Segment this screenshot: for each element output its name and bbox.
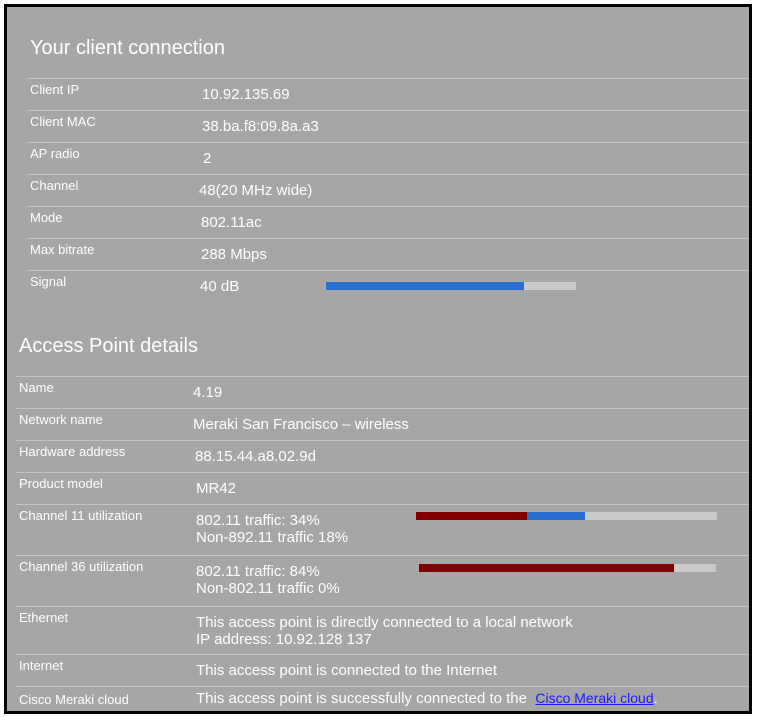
row-signal: Signal 40 dB [27,270,749,302]
non-wifi-traffic: Non-802.11 traffic 0% [196,580,340,597]
value: 10.92.135.69 [202,86,290,103]
ap-section-title: Access Point details [19,335,198,357]
row-network-name: Network name Meraki San Francisco – wirel… [16,408,749,440]
row-channel-11: Channel 11 utilization 802.11 traffic: 34… [16,504,749,555]
row-client-ip: Client IP 10.92.135.69 [27,78,749,110]
label: Mode [30,210,63,225]
label: Cisco Meraki cloud [19,692,129,707]
client-section-title: Your client connection [30,37,225,59]
label: Channel [30,178,79,193]
label: Client MAC [30,114,96,129]
client-table: Client IP 10.92.135.69 Client MAC 38.ba.f8… [27,78,749,302]
channel-11-bar [416,512,717,520]
value: 288 Mbps [201,246,267,263]
value: Meraki San Francisco – wireless [193,416,409,433]
label: Signal [30,274,67,289]
row-product-model: Product model MR42 [16,472,749,504]
value: This access point is connected to the In… [196,662,498,679]
row-channel-36: Channel 36 utilization 802.11 traffic: 84… [16,555,749,606]
channel-36-bar [419,564,716,572]
row-ethernet: Ethernet This access point is directly co… [16,606,749,654]
value: 802.11ac [201,214,262,231]
value: 88.15.44.a8.02.9d [195,448,316,465]
value: This access point is successfully connec… [196,690,658,707]
wifi-traffic: 802.11 traffic: 34% [196,512,320,529]
value: 40 dB [200,278,240,295]
label: AP radio [30,146,80,161]
row-hardware-address: Hardware address 88.15.44.a8.02.9d [16,440,749,472]
label: Internet [19,658,64,673]
value: 38.ba.f8:09.8a.a3 [202,118,319,135]
non-wifi-traffic: Non-892.11 traffic 18% [196,529,349,546]
row-name: Name 4.19 [16,376,749,408]
value: MR42 [196,480,237,497]
wifi-traffic: 802.11 traffic: 84% [196,563,320,580]
signal-bar-fill [326,282,524,290]
cloud-status: This access point is successfully connec… [196,690,527,707]
non-wifi-fill [527,512,585,520]
connection-panel: Your client connection Client IP 10.92.13… [4,4,752,714]
value: 4.19 [193,384,223,401]
value: 2 [203,150,212,167]
value: This access point is directly connected … [196,614,573,648]
label: Hardware address [19,444,126,459]
ethernet-status: This access point is directly connected … [196,614,573,631]
row-ap-radio: AP radio 2 [27,142,749,174]
signal-bar [326,282,576,290]
label: Channel 36 utilization [19,559,144,574]
value: 802.11 traffic: 84% Non-802.11 traffic 0% [196,563,340,597]
row-internet: Internet This access point is connected t… [16,654,749,686]
value: 48(20 MHz wide) [199,182,313,199]
label: Max bitrate [30,242,95,257]
meraki-cloud-link[interactable]: Cisco Meraki cloud [535,690,654,706]
ap-table: Name 4.19 Network name Meraki San Francisc… [16,376,749,711]
label: Name [19,380,54,395]
wifi-fill [416,512,528,520]
row-channel: Channel 48(20 MHz wide) [27,174,749,206]
label: Channel 11 utilization [19,508,143,523]
label: Ethernet [19,610,69,625]
label: Product model [19,476,103,491]
value: 802.11 traffic: 34% Non-892.11 traffic 18… [196,512,348,546]
row-client-mac: Client MAC 38.ba.f8:09.8a.a3 [27,110,749,142]
ip-address: IP address: 10.92.128 137 [196,631,372,648]
suffix: . [653,690,658,707]
row-max-bitrate: Max bitrate 288 Mbps [27,238,749,270]
row-meraki-cloud: Cisco Meraki cloud This access point is s… [16,686,749,711]
label: Client IP [30,82,80,97]
wifi-fill [419,564,675,572]
label: Network name [19,412,103,427]
row-mode: Mode 802.11ac [27,206,749,238]
